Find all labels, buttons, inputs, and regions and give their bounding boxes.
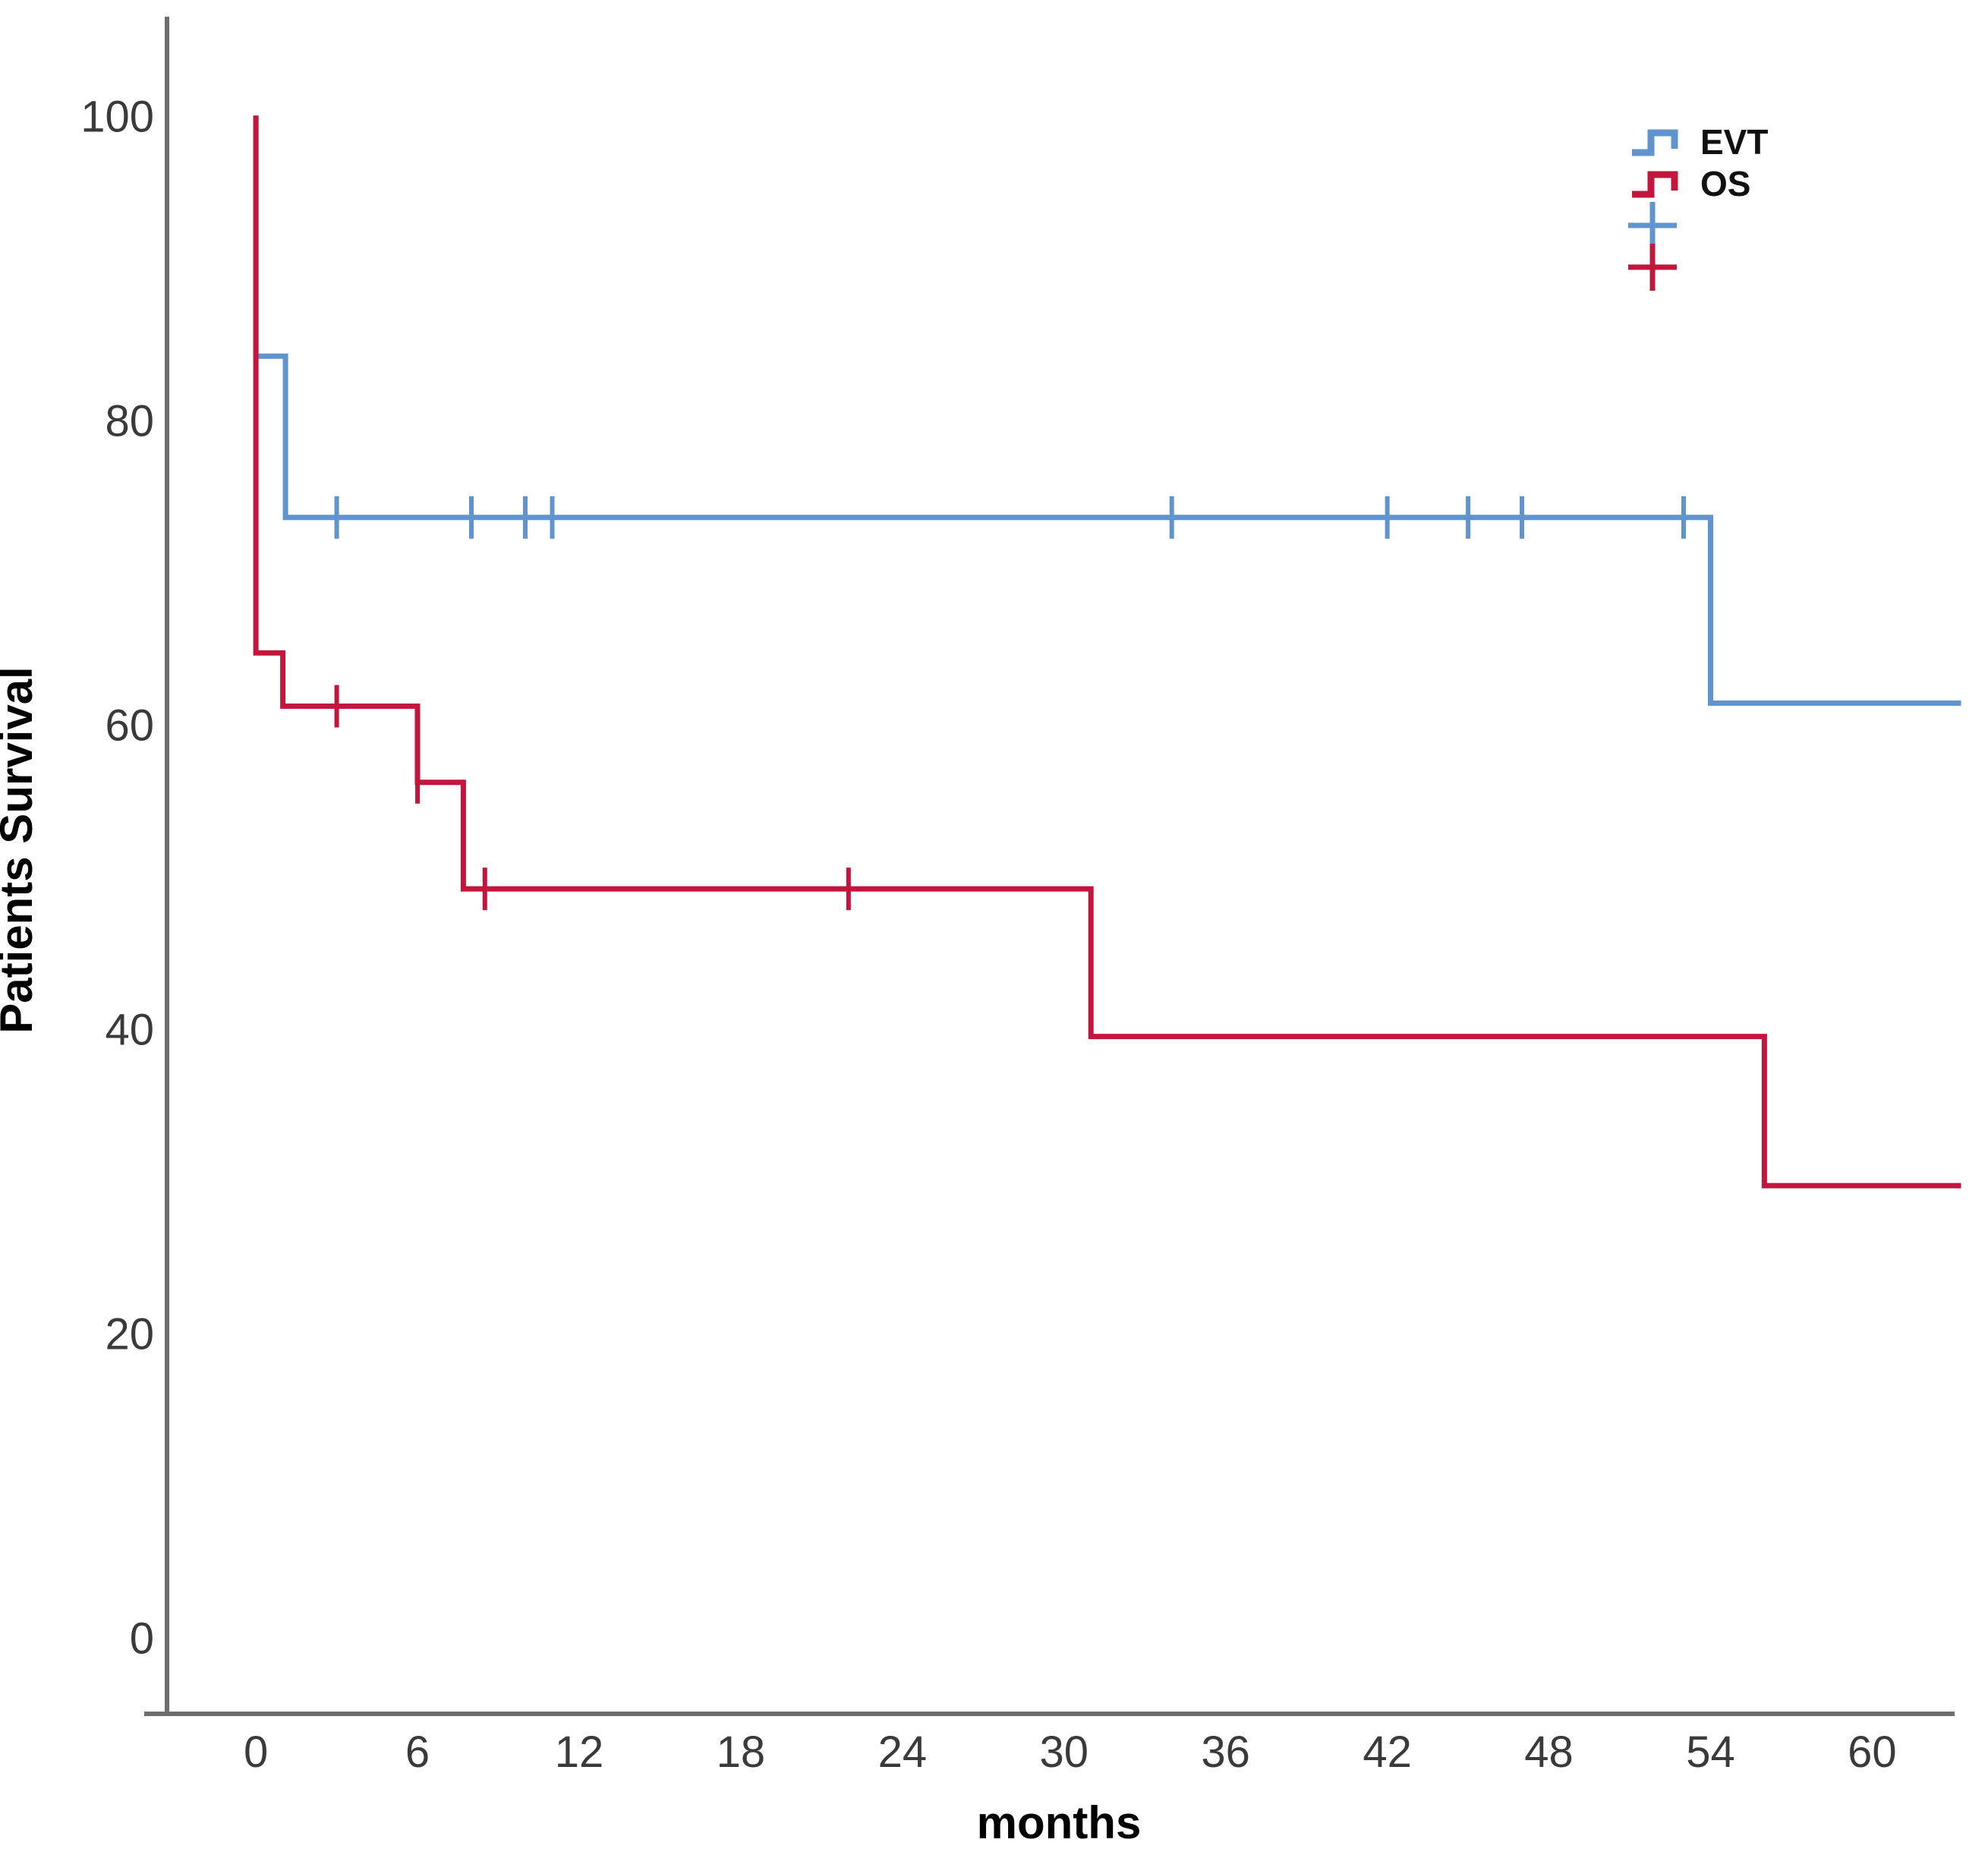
os-curve (253, 115, 1961, 1189)
legend-label: EVT (1700, 122, 1768, 162)
evt-curve (253, 115, 1961, 706)
x-tick-label: 48 (1524, 1727, 1574, 1777)
legend-step-symbol (1632, 171, 1678, 198)
axes (144, 17, 1955, 1716)
x-tick-label: 54 (1686, 1727, 1735, 1777)
x-tick-label: 18 (717, 1727, 766, 1777)
x-axis-title: months (977, 1797, 1142, 1848)
legend-step-symbol (1632, 129, 1678, 156)
y-tick-label: 80 (105, 396, 154, 446)
legend-entry (1628, 244, 1677, 291)
y-axis-title: Patients Survival (0, 666, 42, 1034)
series-evt (253, 115, 1961, 706)
x-tick-label: 24 (878, 1727, 928, 1777)
x-tick-label: 6 (405, 1727, 430, 1777)
y-tick-label: 20 (105, 1310, 154, 1359)
y-tick-label: 0 (130, 1614, 154, 1664)
legend-label: OS (1700, 164, 1750, 203)
x-tick-label: 36 (1201, 1727, 1250, 1777)
series-os (253, 115, 1961, 1189)
legend-entry (1628, 202, 1677, 249)
x-tick-label: 30 (1039, 1727, 1089, 1777)
legend-entry: EVT (1632, 122, 1768, 162)
x-axis-tick-labels: 0 6 12 18 24 30 36 42 48 54 60 (244, 1727, 1897, 1777)
x-tick-label: 0 (244, 1727, 268, 1777)
x-tick-label: 12 (555, 1727, 604, 1777)
x-tick-label: 60 (1848, 1727, 1897, 1777)
y-tick-label: 100 (80, 92, 154, 141)
y-tick-label: 40 (105, 1006, 154, 1055)
y-axis-tick-labels: 0 20 40 60 80 100 (80, 92, 154, 1663)
x-tick-label: 42 (1363, 1727, 1412, 1777)
y-tick-label: 60 (105, 701, 154, 751)
legend-entry: OS (1632, 164, 1750, 203)
